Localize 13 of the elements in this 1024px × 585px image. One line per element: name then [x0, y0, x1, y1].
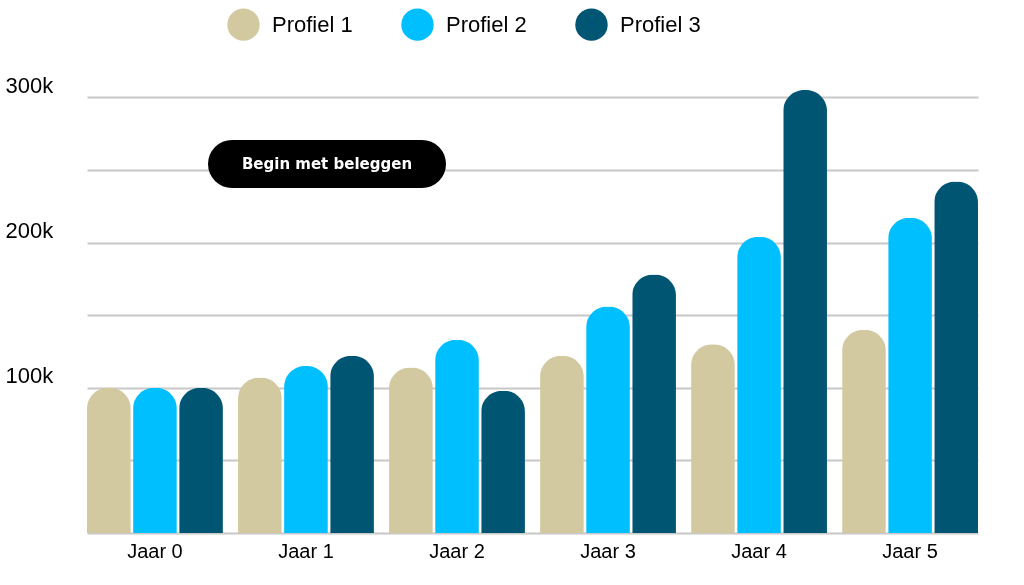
legend-label: Profiel 2 — [446, 11, 527, 37]
x-tick-label: Jaar 3 — [580, 539, 636, 562]
x-tick-label: Jaar 5 — [882, 539, 938, 562]
y-tick-label: 200k — [5, 218, 55, 244]
x-tick-label: Jaar 0 — [127, 539, 183, 562]
y-tick-label: 300k — [5, 72, 55, 98]
x-tick-label: Jaar 4 — [731, 539, 787, 562]
button: Begin met beleggen — [208, 140, 446, 188]
y-tick-label: 100k — [5, 363, 55, 389]
legend-label: Profiel 3 — [620, 11, 701, 37]
x-tick-label: Jaar 2 — [429, 539, 485, 562]
legend-label: Profiel 1 — [272, 11, 353, 37]
x-tick-label: Jaar 1 — [278, 539, 334, 562]
